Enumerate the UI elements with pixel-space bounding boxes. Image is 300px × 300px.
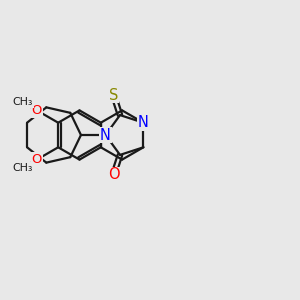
Text: O: O: [108, 167, 119, 182]
Text: CH₃: CH₃: [13, 163, 33, 172]
Text: O: O: [32, 104, 42, 117]
Text: N: N: [138, 115, 149, 130]
Text: CH₃: CH₃: [13, 98, 33, 107]
Text: O: O: [32, 153, 42, 166]
Text: S: S: [109, 88, 118, 103]
Text: N: N: [100, 128, 111, 142]
